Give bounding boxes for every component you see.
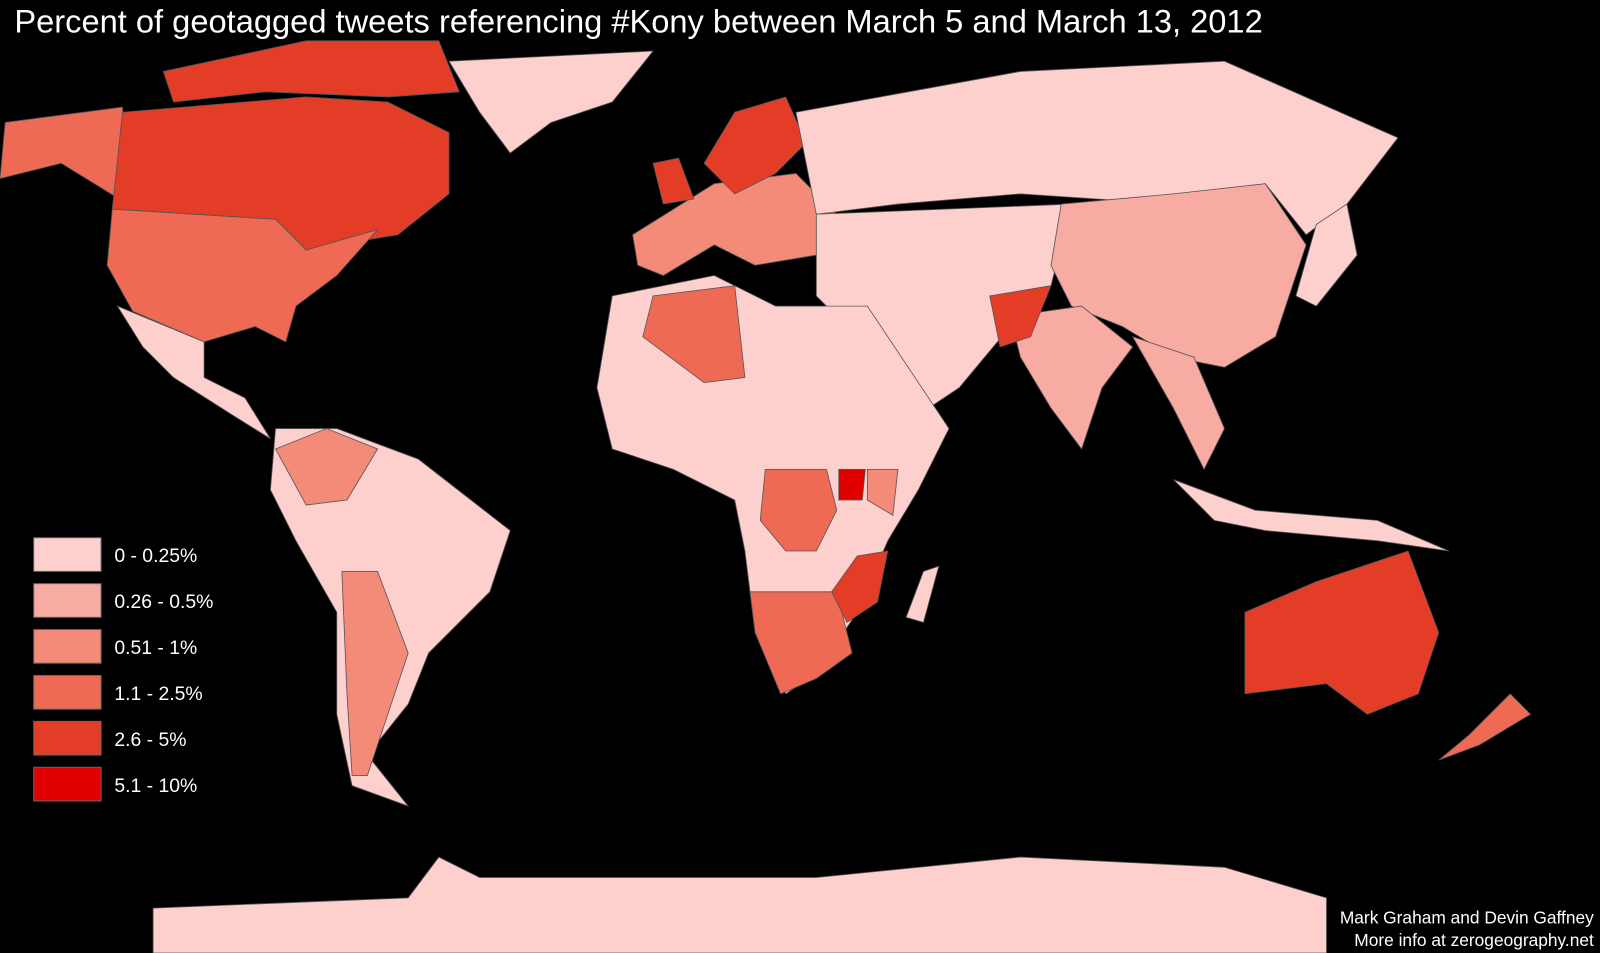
argentina: [341, 570, 409, 776]
legend-label: 0.26 - 0.5%: [114, 591, 213, 613]
credit-link: More info at zerogeography.net: [1354, 930, 1594, 950]
colombia-venezuela: [274, 428, 379, 506]
uk: [652, 157, 695, 205]
southeast-asia: [1131, 335, 1225, 471]
australia: [1244, 550, 1440, 715]
legend-swatch: [33, 537, 102, 572]
countries: [0, 40, 1532, 953]
legend-swatch: [33, 583, 102, 618]
legend-label: 2.6 - 5%: [114, 729, 186, 751]
china: [1050, 183, 1307, 368]
uganda: [838, 468, 866, 501]
legend-label: 0.51 - 1%: [114, 637, 197, 659]
greenland: [448, 50, 654, 154]
alaska: [0, 106, 129, 205]
madagascar: [905, 565, 940, 623]
russia: [795, 60, 1399, 236]
japan: [1295, 203, 1358, 307]
legend: 0 - 0.25% 0.26 - 0.5% 0.51 - 1% 1.1 - 2.5% 2…: [33, 537, 213, 802]
legend-label: 5.1 - 10%: [114, 775, 197, 797]
legend-swatch: [33, 720, 102, 756]
pakistan: [989, 285, 1052, 348]
mexico: [116, 305, 271, 440]
kenya: [866, 468, 899, 516]
legend-swatch: [33, 766, 102, 802]
usa: [106, 208, 379, 343]
legend-swatch: [33, 629, 102, 664]
legend-label: 1.1 - 2.5%: [114, 683, 202, 705]
algeria: [642, 285, 746, 384]
title: Percent of geotagged tweets referencing …: [14, 3, 1262, 40]
credit-authors: Mark Graham and Devin Gaffney: [1340, 907, 1594, 927]
mozambique: [831, 550, 889, 624]
new-zealand: [1438, 693, 1532, 761]
drc: [759, 468, 838, 552]
legend-swatch: [33, 674, 102, 710]
arctic-islands: [162, 40, 460, 103]
legend-label: 0 - 0.25%: [114, 545, 197, 567]
indonesia: [1173, 479, 1450, 552]
india: [1009, 305, 1134, 450]
